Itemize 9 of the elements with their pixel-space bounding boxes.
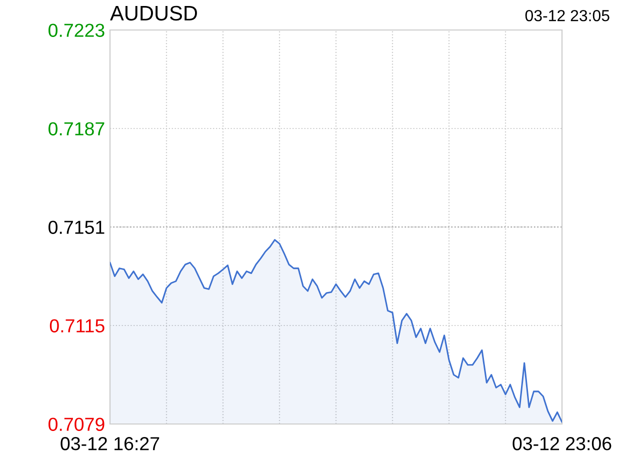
x-tick-label: 03-12 23:06 — [512, 436, 612, 450]
text: 03-12 23:05 — [525, 10, 610, 22]
y-tick-label: 0.7223 — [48, 24, 104, 37]
chart-title: AUDUSD — [110, 6, 197, 21]
y-tick-label: 0.7115 — [50, 319, 104, 332]
y-tick-label: 0.7079 — [48, 418, 104, 431]
y-tick-label: 0.7151 — [48, 220, 104, 234]
y-tick-label: 0.7187 — [48, 122, 104, 136]
x-tick-label: 03-12 16:27 — [60, 436, 160, 450]
